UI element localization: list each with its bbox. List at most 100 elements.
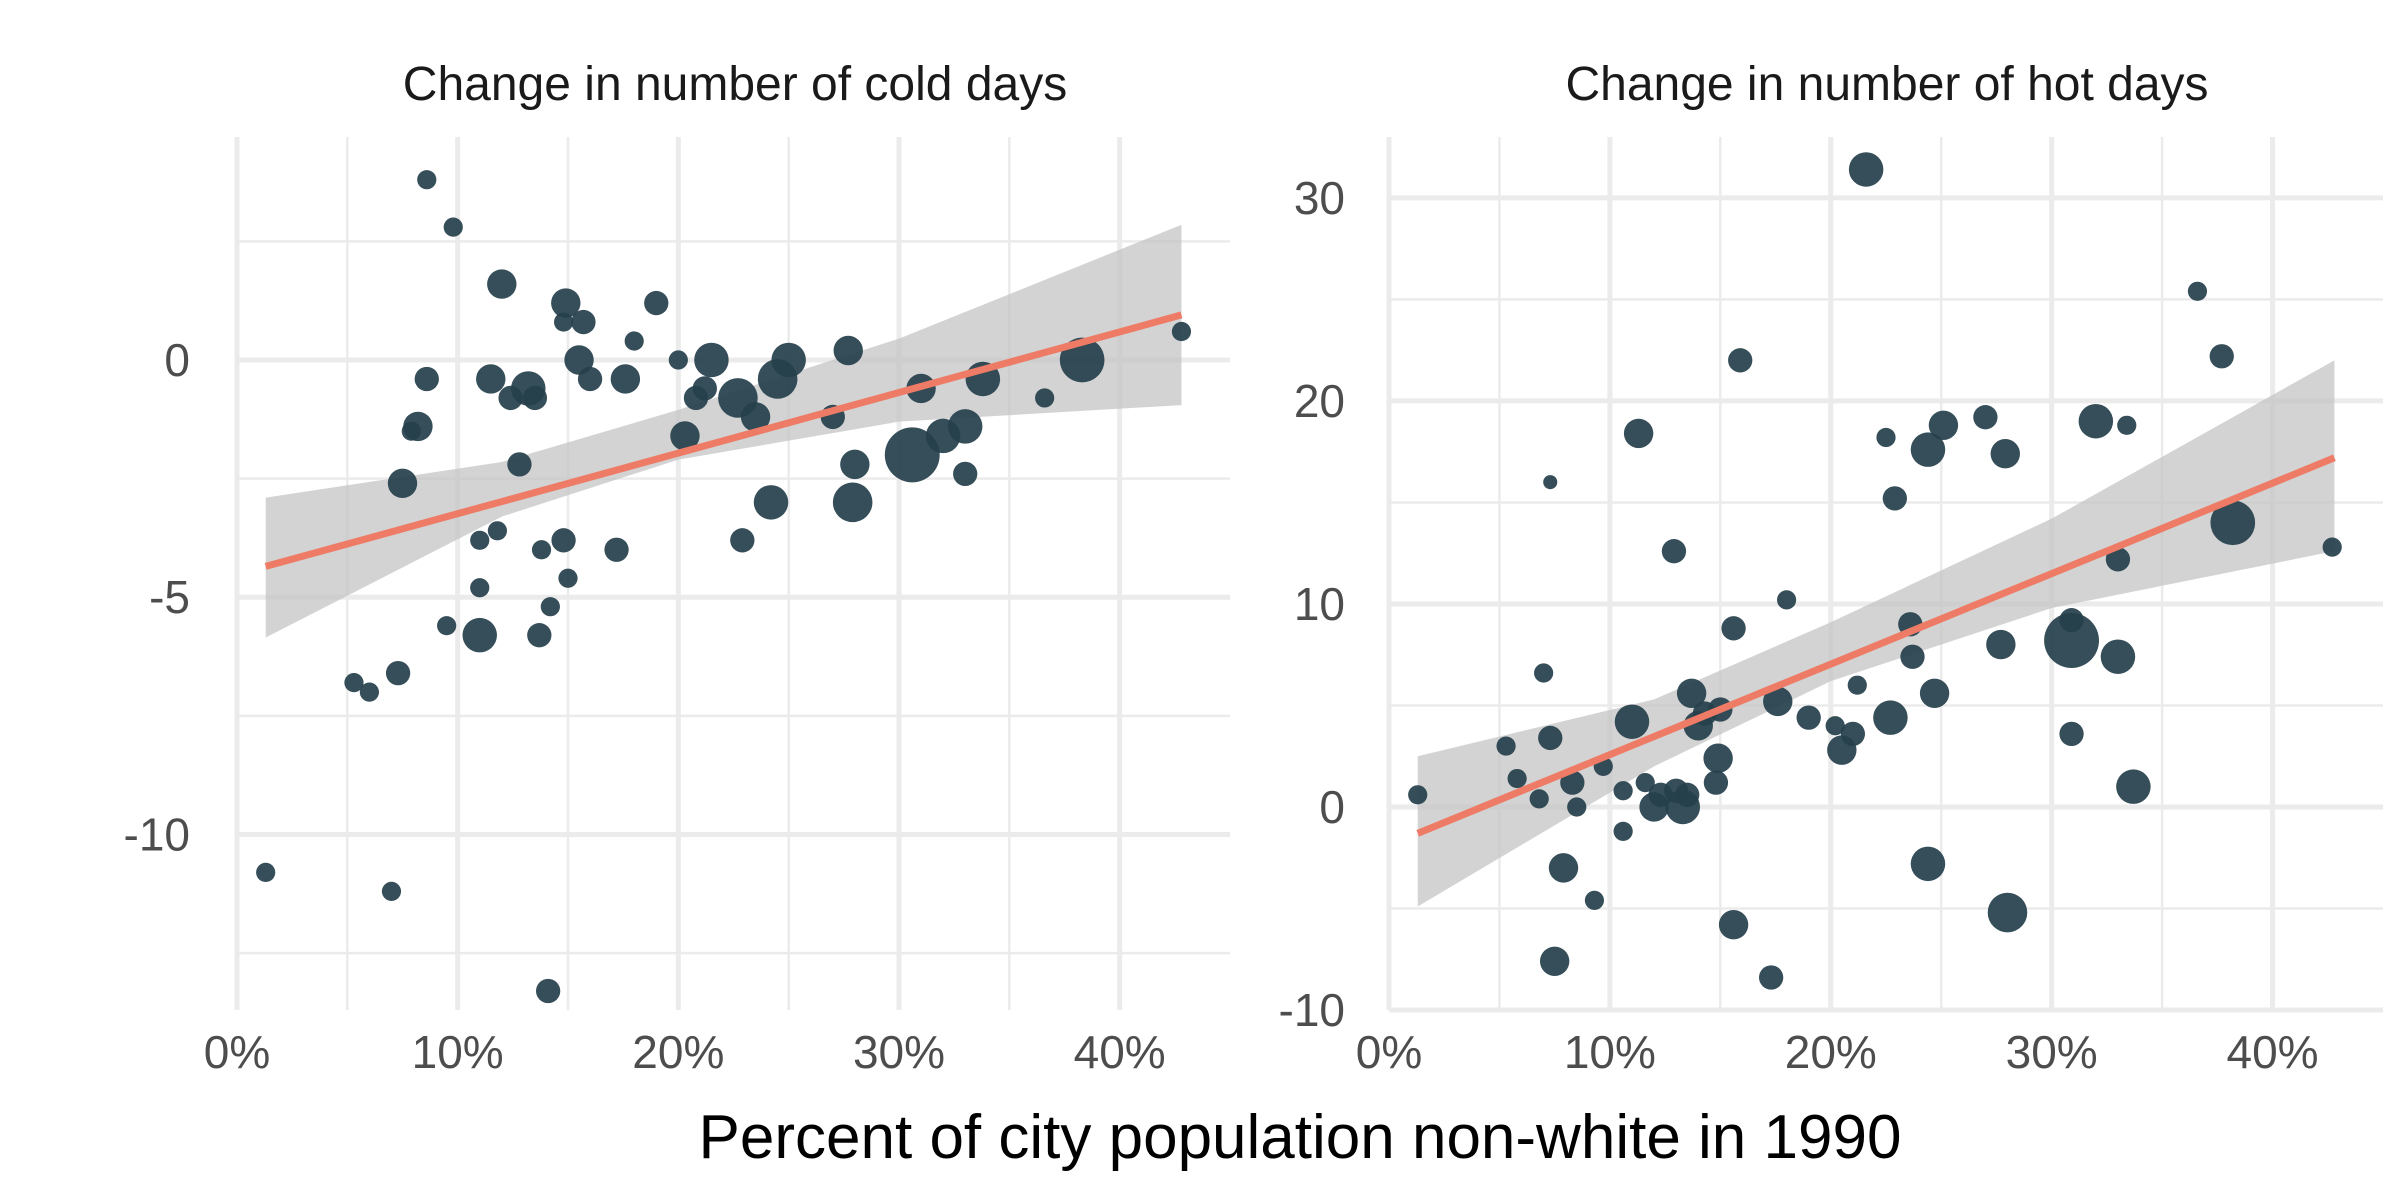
data-point [2322,537,2342,557]
x-tick-label: 30% [2006,1026,2098,1078]
confidence-band [1417,360,2335,907]
data-point [1529,789,1549,809]
data-point [1928,410,1959,440]
data-point [359,682,379,702]
data-point [443,217,463,237]
y-tick-label: 0 [1319,781,1345,833]
data-point [1876,427,1896,448]
y-tick-label: 10 [1294,578,1345,630]
data-point [740,402,771,432]
data-point [1614,704,1650,739]
data-point [1882,486,1907,511]
x-tick-label: 10% [412,1026,504,1078]
data-point [1758,965,1784,990]
data-point [644,290,669,316]
data-point [1496,736,1516,756]
data-point [1825,716,1845,736]
data-point [884,427,940,483]
data-point [1661,539,1687,564]
data-point [1560,770,1585,795]
data-point [833,335,863,366]
data-point [414,366,439,392]
confidence-band [265,224,1182,638]
data-point [571,309,596,335]
data-point [577,366,603,392]
data-point [344,673,364,693]
data-point [1986,629,2016,660]
data-point [1987,892,2028,933]
grid [234,137,1230,1010]
data-point [947,409,983,444]
data-point [1703,743,1733,773]
data-point [462,617,497,653]
data-point [2044,613,2099,668]
data-point [256,862,276,883]
data-point [1623,418,1654,449]
data-point [1910,432,1946,467]
data-point [507,452,532,477]
x-tick-label: 30% [853,1026,945,1078]
data-point [551,288,581,318]
data-point [753,485,789,520]
x-tick-label: 0% [204,1026,270,1078]
data-point [1919,678,1950,708]
y-tick-label: -10 [124,808,190,860]
data-point [476,364,506,394]
data-point [1613,821,1633,841]
data-point [1675,782,1700,807]
data-point [2100,639,2136,674]
data-point [531,540,552,560]
data-point [1543,475,1558,490]
x-tick-label: 40% [1074,1026,1166,1078]
data-point [551,528,576,553]
data-point [487,269,517,299]
data-point [1035,388,1055,408]
data-point [1567,797,1587,817]
x-tick-label: 20% [1785,1026,1877,1078]
data-point [2117,415,2137,435]
data-point [1539,946,1570,976]
data-point [535,978,561,1004]
data-point [668,350,688,370]
data-point [2116,769,2151,804]
panel-title-cold-days: Change in number of cold days [403,58,1067,111]
panel-cold-days: 0% 10% 20% 30% 40% -10 -5 0 Change in number of … [124,58,1230,1078]
panel-title-hot-days: Change in number of hot days [1565,58,2208,111]
points [1408,152,2342,990]
data-point [381,881,402,901]
data-point [527,623,552,648]
x-axis-title: Percent of city population non-white in … [699,1103,1902,1172]
panel-hot-days: 0% 10% 20% 30% 40% -10 0 10 20 30 Change in number… [1279,58,2383,1078]
x-tick-label: 40% [2227,1026,2319,1078]
data-point [1703,770,1729,795]
y-tick-label: -5 [149,571,190,623]
data-point [1910,846,1946,882]
data-point [953,461,978,487]
data-point [1990,439,2020,469]
y-tick-label: 20 [1294,375,1345,427]
data-point [1848,152,1884,187]
data-point [1613,781,1633,801]
points [256,170,1192,1004]
data-point [1408,785,1428,805]
data-point [610,364,641,394]
data-point [771,342,806,378]
y-tick-label: 30 [1294,172,1345,224]
data-point [1973,405,1998,430]
data-point [564,345,594,375]
data-point [1718,910,1749,940]
data-point [1548,853,1579,883]
data-point [1584,890,1605,910]
y-tick-label: -10 [1279,984,1345,1036]
data-point [1900,644,1925,669]
data-point [1171,321,1192,342]
data-point [1534,663,1554,683]
data-point [417,170,437,190]
data-point [2209,344,2234,369]
fit-line [264,311,1183,570]
grid [1386,137,2383,1013]
data-point [1796,705,1821,730]
data-point [832,482,873,523]
data-point [730,528,755,553]
